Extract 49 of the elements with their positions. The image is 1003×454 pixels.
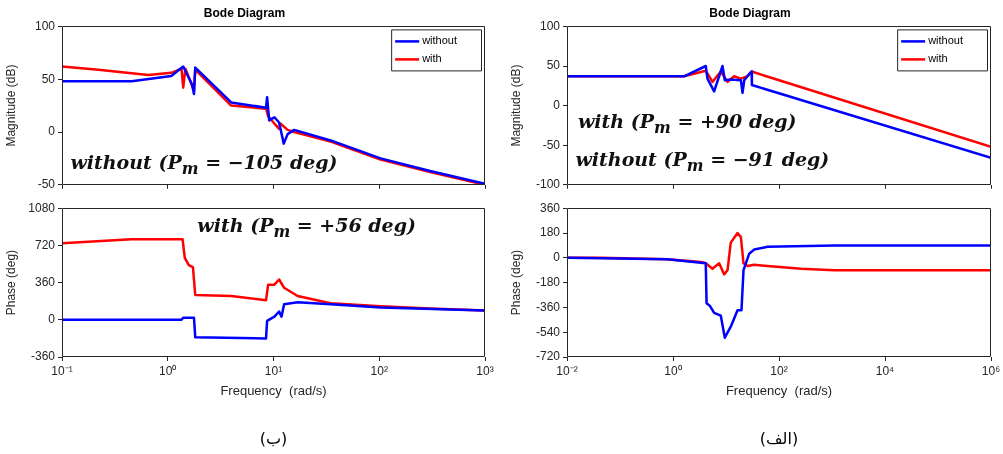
annotation: with (P$_{m}$ = +90 deg) <box>578 108 797 139</box>
x-tick-label: 10⁻¹ <box>51 363 73 378</box>
y-tick-label: -720 <box>535 349 561 364</box>
text: (الف) <box>758 429 800 448</box>
y-tick-label: -100 <box>535 177 561 192</box>
y-tick-label: 0 <box>48 124 56 139</box>
y-tick-label: -50 <box>37 177 56 192</box>
x-tick-label: 10⁰ <box>159 363 177 378</box>
x-axis-title: Frequency (rad/s) <box>220 382 327 398</box>
y-tick-label: 360 <box>539 200 561 215</box>
y-tick-label: -360 <box>30 349 56 364</box>
y-tick-label: 100 <box>34 18 56 33</box>
y-tick-label: -360 <box>535 299 561 314</box>
y-tick-label: 100 <box>539 18 561 33</box>
text: (ب) <box>258 429 289 448</box>
y-tick-label: 0 <box>553 97 561 112</box>
x-tick-label: 10⁶ <box>981 363 1001 378</box>
y-tick-label: 180 <box>539 225 561 240</box>
x-tick-label: 10³ <box>476 363 494 378</box>
y-tick-label: -50 <box>542 137 561 152</box>
chart-title: Bode Diagram <box>203 5 286 20</box>
legend-label: without <box>421 34 458 47</box>
legend-label: with <box>927 52 948 65</box>
y-axis-title: Phase (deg) <box>508 249 523 316</box>
y-tick-label: -540 <box>535 324 561 339</box>
annotation: with (P$_{m}$ = +56 deg) <box>197 212 416 243</box>
x-tick-label: 10⁴ <box>875 363 895 378</box>
y-tick-label: 50 <box>41 71 56 86</box>
y-tick-label: 720 <box>34 237 56 252</box>
y-tick-label: 0 <box>553 250 561 265</box>
x-tick-label: 10² <box>370 363 388 378</box>
x-tick-label: 10² <box>770 363 788 378</box>
y-tick-label: 360 <box>34 274 56 289</box>
x-tick-label: 10⁰ <box>664 363 682 378</box>
x-tick-label: 10¹ <box>264 363 283 378</box>
legend-label: without <box>927 34 964 47</box>
x-axis-title: Frequency (rad/s) <box>725 382 833 398</box>
annotation: without (P$_{m}$ = −91 deg) <box>575 146 830 177</box>
y-axis-title: Magnitude (dB) <box>3 64 18 147</box>
annotation: without (P$_{m}$ = −105 deg) <box>70 149 338 180</box>
y-axis-title: Magnitude (dB) <box>508 64 523 147</box>
y-tick-label: 50 <box>546 58 561 73</box>
y-tick-label: 0 <box>48 312 56 327</box>
y-tick-label: -180 <box>535 274 561 289</box>
y-tick-label: 1080 <box>28 200 56 215</box>
chart-title: Bode Diagram <box>709 5 791 20</box>
y-axis-title: Phase (deg) <box>3 249 18 316</box>
legend-label: with <box>421 52 442 65</box>
x-tick-label: 10⁻² <box>556 363 578 378</box>
